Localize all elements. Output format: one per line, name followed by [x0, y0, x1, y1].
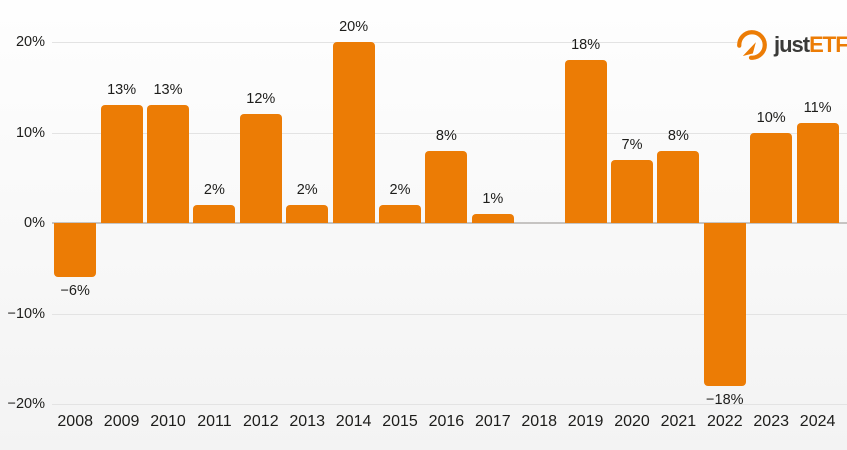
x-axis-year-label: 2020: [614, 413, 650, 430]
y-axis-tick-label: 10%: [15, 124, 45, 141]
bar-value-label-2021: 8%: [667, 127, 689, 144]
y-axis-tick-label: 0%: [24, 215, 45, 231]
bar-value-label-2009: 13%: [107, 82, 137, 99]
gauge-arrow-icon: [735, 28, 769, 62]
gridline: [52, 404, 847, 405]
x-axis-year-label: 2022: [707, 413, 743, 430]
bar-2016: [425, 150, 468, 223]
x-axis-year-label: 2017: [475, 413, 511, 430]
x-axis-year-label: 2011: [197, 413, 232, 430]
bar-value-label-2008: −6%: [60, 283, 90, 300]
bar-2012: [239, 114, 282, 223]
bar-value-label-2024: 11%: [803, 100, 832, 117]
x-axis-year-label: 2016: [428, 413, 465, 430]
y-axis-tick-label: −20%: [7, 396, 46, 412]
bar-2009: [100, 105, 143, 223]
gridline: [52, 132, 847, 134]
bar-value-label-2014: 20%: [339, 19, 369, 35]
x-axis-year-label: 2023: [753, 413, 789, 430]
bar-2014: [332, 42, 375, 223]
x-axis-year-label: 2024: [799, 413, 836, 430]
logo-text-just: just: [774, 32, 810, 57]
logo-text: justETF: [774, 24, 847, 66]
x-axis-year-label: 2012: [243, 413, 279, 430]
bar-value-label-2011: 2%: [203, 181, 225, 198]
bar-2024: [796, 123, 839, 223]
bar-2021: [657, 150, 700, 223]
bar-value-label-2022: −18%: [706, 391, 744, 408]
bar-value-label-2015: 2%: [389, 181, 411, 198]
bar-2019: [564, 60, 607, 223]
bar-2020: [611, 159, 653, 223]
bar-value-label-2020: 7%: [621, 136, 643, 153]
justetf-logo[interactable]: justETF: [735, 24, 847, 66]
x-axis-year-label: 2019: [567, 413, 604, 430]
y-axis-tick-label: 20%: [15, 34, 45, 50]
bar-value-label-2010: 13%: [153, 82, 183, 99]
bar-2008: [54, 223, 97, 278]
x-axis-year-label: 2018: [521, 413, 557, 430]
x-axis-year-label: 2009: [103, 413, 140, 430]
bar-value-label-2019: 18%: [571, 37, 601, 54]
x-axis-year-label: 2013: [289, 413, 325, 430]
bar-2023: [750, 132, 793, 223]
bar-2017: [471, 213, 514, 223]
gridline: [52, 313, 847, 315]
x-axis-year-label: 2010: [150, 413, 186, 430]
bar-value-label-2016: 8%: [435, 127, 457, 144]
x-axis-year-label: 2008: [57, 413, 93, 430]
bar-2022: [703, 223, 746, 386]
y-axis-tick-label: −10%: [7, 305, 46, 322]
gridline: [52, 42, 737, 43]
bar-value-label-2013: 2%: [296, 181, 318, 198]
zero-axis-line: [52, 222, 847, 224]
x-axis-year-label: 2014: [335, 413, 372, 430]
bar-value-label-2023: 10%: [756, 109, 786, 126]
x-axis-year-label: 2021: [660, 413, 697, 430]
bar-2015: [379, 204, 421, 223]
logo-text-etf: ETF: [809, 32, 847, 57]
bar-value-label-2012: 12%: [246, 91, 276, 108]
bar-2011: [193, 204, 236, 223]
bar-2013: [286, 204, 329, 223]
bar-2010: [147, 105, 189, 223]
bar-value-label-2017: 1%: [482, 190, 504, 207]
x-axis-year-label: 2015: [382, 413, 418, 430]
